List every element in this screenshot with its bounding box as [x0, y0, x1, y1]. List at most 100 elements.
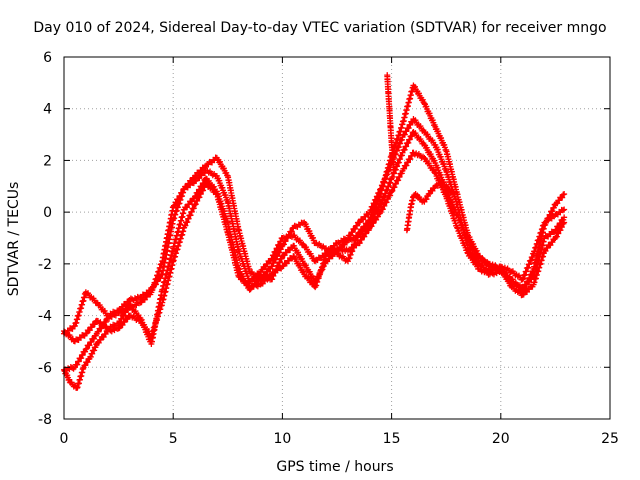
data-point — [270, 259, 277, 266]
data-point — [274, 253, 281, 260]
data-point — [403, 162, 410, 169]
data-point — [91, 347, 98, 354]
data-point — [194, 197, 201, 204]
data-point — [374, 213, 381, 220]
data-point — [91, 335, 98, 342]
series-track-4 — [61, 149, 568, 391]
data-point — [383, 199, 390, 206]
y-tick-label: -8 — [38, 412, 52, 428]
y-tick-label: -2 — [38, 257, 52, 273]
data-point — [269, 263, 276, 270]
y-tick-label: 6 — [43, 50, 52, 66]
data-point — [270, 252, 277, 259]
data-point — [87, 353, 94, 360]
data-point — [269, 255, 276, 262]
data-point — [200, 187, 207, 194]
data-point — [451, 191, 458, 198]
data-point — [408, 152, 415, 159]
data-point — [392, 180, 399, 187]
x-tick-label: 5 — [169, 431, 178, 447]
data-point — [86, 342, 93, 349]
grid-lines — [64, 57, 610, 419]
data-point — [550, 204, 557, 211]
series-track-2 — [61, 116, 568, 374]
data-point — [561, 214, 568, 221]
data-point — [373, 216, 380, 223]
data-point — [277, 246, 284, 253]
data-point — [387, 192, 394, 199]
data-point — [74, 361, 81, 368]
data-point — [173, 199, 180, 206]
series-track-1 — [61, 82, 568, 337]
data-point — [124, 306, 131, 313]
y-tick-label: 4 — [43, 102, 52, 118]
data-point — [555, 230, 562, 237]
data-point — [384, 195, 391, 202]
data-point — [363, 230, 370, 237]
data-point — [356, 240, 363, 247]
data-point — [179, 189, 186, 196]
data-point — [177, 192, 184, 199]
x-tick-label: 0 — [60, 431, 69, 447]
data-point — [82, 346, 89, 353]
data-point — [276, 249, 283, 256]
data-point — [389, 187, 396, 194]
y-axis-label: SDTVAR / TECUs — [6, 182, 22, 297]
data-point — [401, 165, 408, 172]
data-point — [124, 316, 131, 323]
data-point — [349, 229, 356, 236]
data-point — [368, 223, 375, 230]
data-point — [75, 358, 82, 365]
data-point — [553, 226, 560, 233]
data-point — [401, 131, 408, 138]
series-track-3 — [61, 128, 568, 348]
data-point — [202, 180, 209, 187]
data-point — [561, 191, 568, 198]
y-tick-label: 2 — [43, 153, 52, 169]
y-tick-label: -6 — [38, 360, 52, 376]
data-point — [89, 350, 96, 357]
data-point — [92, 344, 99, 351]
data-point — [370, 220, 377, 227]
data-point — [405, 139, 412, 146]
data-point — [82, 362, 89, 369]
data-point — [354, 222, 361, 229]
y-tick-label: -4 — [38, 309, 52, 325]
data-points — [61, 72, 568, 391]
data-point — [197, 190, 204, 197]
data-point — [403, 128, 410, 135]
data-point — [391, 184, 398, 191]
data-point — [557, 220, 564, 227]
data-point — [406, 136, 413, 143]
data-point — [352, 225, 359, 232]
data-point — [376, 210, 383, 217]
x-axis-label: GPS time / hours — [276, 459, 393, 475]
data-point — [553, 233, 560, 240]
data-point — [274, 245, 281, 252]
plot-frame — [63, 56, 611, 420]
data-point — [388, 188, 395, 195]
chart-title: Day 010 of 2024, Sidereal Day-to-day VTE… — [33, 20, 606, 36]
data-point — [561, 206, 568, 213]
x-tick-label: 25 — [601, 431, 619, 447]
data-point — [401, 146, 408, 153]
data-point — [277, 238, 284, 245]
axis-ticks: 0 5 10 15 20 25 -8 -6 -4 -2 0 2 4 6 — [38, 50, 619, 447]
data-point — [381, 202, 388, 209]
data-point — [421, 154, 428, 161]
data-point — [192, 193, 199, 200]
x-tick-label: 20 — [492, 431, 510, 447]
data-point — [396, 173, 403, 180]
data-point — [403, 143, 410, 150]
data-point — [390, 170, 397, 177]
data-point — [84, 359, 91, 366]
data-point — [423, 196, 430, 203]
data-point — [559, 194, 566, 201]
x-tick-label: 15 — [383, 431, 401, 447]
data-point — [83, 345, 90, 352]
data-point — [559, 207, 566, 214]
data-point — [395, 177, 402, 184]
data-point — [288, 228, 295, 235]
data-point — [95, 328, 102, 335]
